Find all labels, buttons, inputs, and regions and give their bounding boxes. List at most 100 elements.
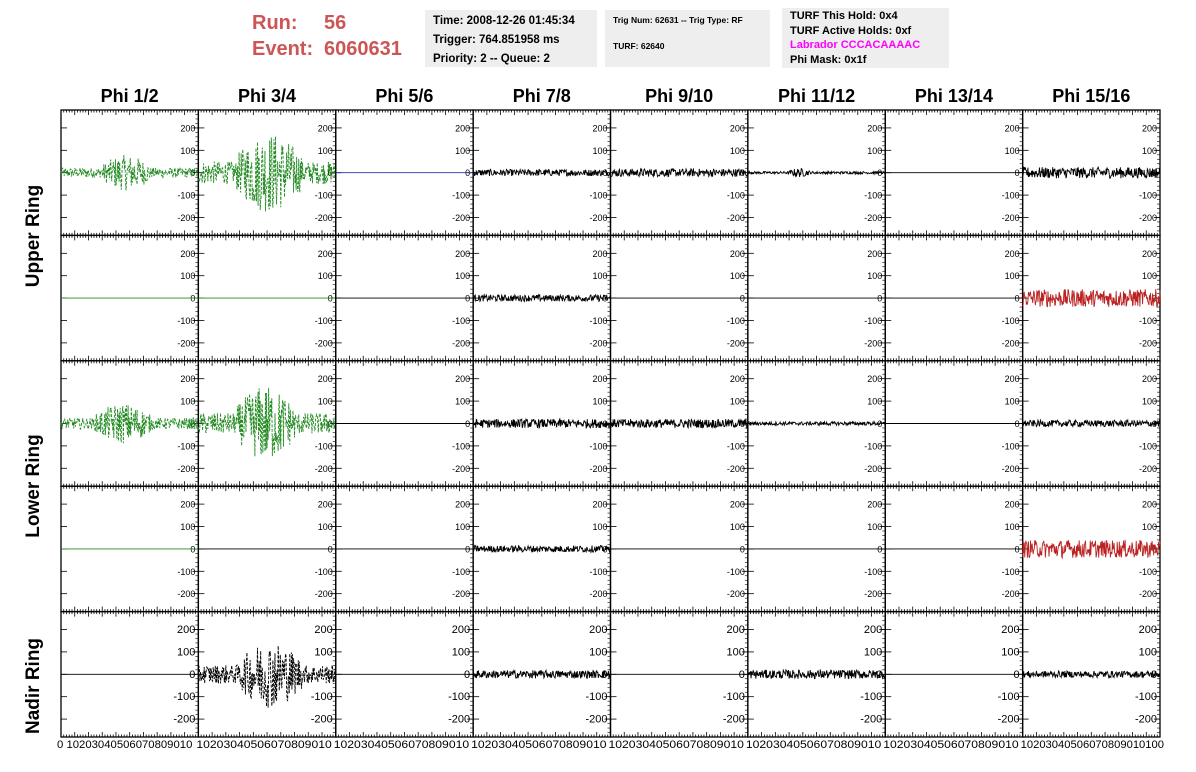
y-tick-label: -100 — [727, 567, 745, 577]
y-tick-label: 200 — [455, 374, 470, 384]
y-tick-label: -200 — [864, 213, 882, 223]
y-tick-label: 200 — [455, 123, 470, 133]
y-tick-label: 0 — [602, 168, 607, 178]
y-tick-label: -100 — [864, 567, 882, 577]
y-tick-label: 100 — [318, 271, 333, 281]
y-tick-label: 100 — [455, 397, 470, 407]
plot-cell-r2-c3: 200 100 0 -100 -200 — [335, 234, 474, 362]
y-tick-label: -100 — [1139, 316, 1157, 326]
y-tick-label: -100 — [1002, 191, 1020, 201]
plot-cell-r3-c7: 200 100 0 -100 -200 — [884, 360, 1024, 487]
plot-cell-r4-c1: 200 100 0 -100 -200 — [60, 485, 200, 613]
waveform-trace — [60, 154, 199, 191]
y-tick-label: 0 — [465, 294, 470, 304]
turf-text: TURF: 62640 — [613, 41, 665, 51]
y-tick-label: 100 — [1142, 146, 1157, 156]
y-tick-label: 100 — [318, 522, 333, 532]
y-tick-label: 0 — [877, 294, 882, 304]
y-tick-label: -100 — [727, 191, 745, 201]
y-tick-label: 100 — [730, 522, 745, 532]
y-tick-label: 100 — [1005, 522, 1020, 532]
y-tick-label: 100 — [1142, 397, 1157, 407]
y-tick-label: 200 — [318, 374, 333, 384]
time-info-box: Time: 2008-12-26 01:45:34 Trigger: 764.8… — [425, 10, 597, 67]
phi-header-7: Phi 13/14 — [914, 86, 993, 106]
plot-cell-r4-c5: 200 100 0 -100 -200 — [609, 485, 749, 613]
y-tick-label: -200 — [589, 213, 607, 223]
y-tick-label: 0 — [1015, 294, 1020, 304]
y-tick-label: 200 — [180, 249, 195, 259]
y-tick-label: -200 — [315, 213, 333, 223]
y-tick-label: -100 — [177, 567, 195, 577]
y-tick-label: -200 — [1139, 589, 1157, 599]
y-tick-label: 100 — [1142, 271, 1157, 281]
waveform-trace — [1022, 289, 1161, 308]
plot-cell-r5-c2: 200 100 0 -100 -200 — [197, 610, 337, 738]
y-tick-label: 0 — [465, 419, 470, 429]
y-tick-label: -200 — [177, 464, 195, 474]
y-tick-label: 100 — [592, 522, 607, 532]
y-tick-label: 200 — [180, 500, 195, 510]
waveform-trace — [610, 418, 749, 430]
y-tick-label: -100 — [173, 691, 195, 703]
y-tick-label: 200 — [1005, 500, 1020, 510]
y-tick-label: -100 — [727, 441, 745, 451]
y-tick-label: -200 — [315, 464, 333, 474]
y-tick-label: -200 — [177, 213, 195, 223]
y-tick-label: 0 — [1015, 544, 1020, 554]
y-tick-label: 100 — [1005, 271, 1020, 281]
y-tick-label: 200 — [180, 374, 195, 384]
y-tick-label: -100 — [864, 316, 882, 326]
y-tick-label: -100 — [1139, 441, 1157, 451]
waveform-trace — [472, 293, 611, 303]
plot-cell-r2-c6: 200 100 0 -100 -200 — [747, 234, 886, 362]
y-tick-label: 200 — [1005, 123, 1020, 133]
plot-cell-r5-c1: 200 100 0 -100 -200 — [60, 610, 200, 738]
y-tick-label: 0 — [190, 168, 195, 178]
plot-cell-r4-c3: 200 100 0 -100 -200 — [335, 485, 474, 613]
y-tick-label: 100 — [592, 146, 607, 156]
y-tick-label: 200 — [1142, 249, 1157, 259]
y-tick-label: 100 — [180, 271, 195, 281]
phi-header-3: Phi 5/6 — [375, 86, 434, 106]
y-tick-label: -200 — [452, 338, 470, 348]
y-tick-label: -200 — [452, 464, 470, 474]
y-tick-label: -200 — [727, 589, 745, 599]
y-tick-label: 200 — [592, 374, 607, 384]
run-label: Run: — [252, 12, 298, 34]
trig-num-text: Trig Num: 62631 -- Trig Type: RF — [613, 15, 743, 25]
turf-hold-text: TURF This Hold: 0x4 — [790, 10, 898, 22]
y-tick-label: -100 — [452, 191, 470, 201]
y-tick-label: -100 — [315, 567, 333, 577]
y-tick-label: -100 — [1002, 316, 1020, 326]
y-tick-label: 0 — [465, 544, 470, 554]
plot-cell-r1-c3: 200 100 0 -100 -200 — [335, 109, 474, 237]
y-tick-label: 0 — [328, 419, 333, 429]
y-tick-label: 0 — [190, 294, 195, 304]
y-tick-label: 200 — [314, 624, 332, 636]
y-tick-label: 0 — [877, 168, 882, 178]
priority-text: Priority: 2 -- Queue: 2 — [433, 53, 550, 65]
y-tick-label: 0 — [1152, 544, 1157, 554]
y-tick-label: 100 — [180, 397, 195, 407]
y-tick-label: -200 — [864, 589, 882, 599]
phi-header-4: Phi 7/8 — [512, 86, 571, 106]
phi-mask-text: Phi Mask: 0x1f — [790, 53, 867, 66]
turf-active-text: TURF Active Holds: 0xf — [790, 24, 912, 37]
y-tick-label: 100 — [318, 146, 333, 156]
y-tick-label: 100 — [867, 271, 882, 281]
y-tick-label: -100 — [1002, 441, 1020, 451]
y-tick-label: -200 — [727, 338, 745, 348]
y-tick-label: -200 — [864, 338, 882, 348]
y-tick-label: 200 — [867, 249, 882, 259]
plot-cell-r2-c5: 200 100 0 -100 -200 — [609, 234, 749, 362]
y-tick-label: 200 — [592, 123, 607, 133]
